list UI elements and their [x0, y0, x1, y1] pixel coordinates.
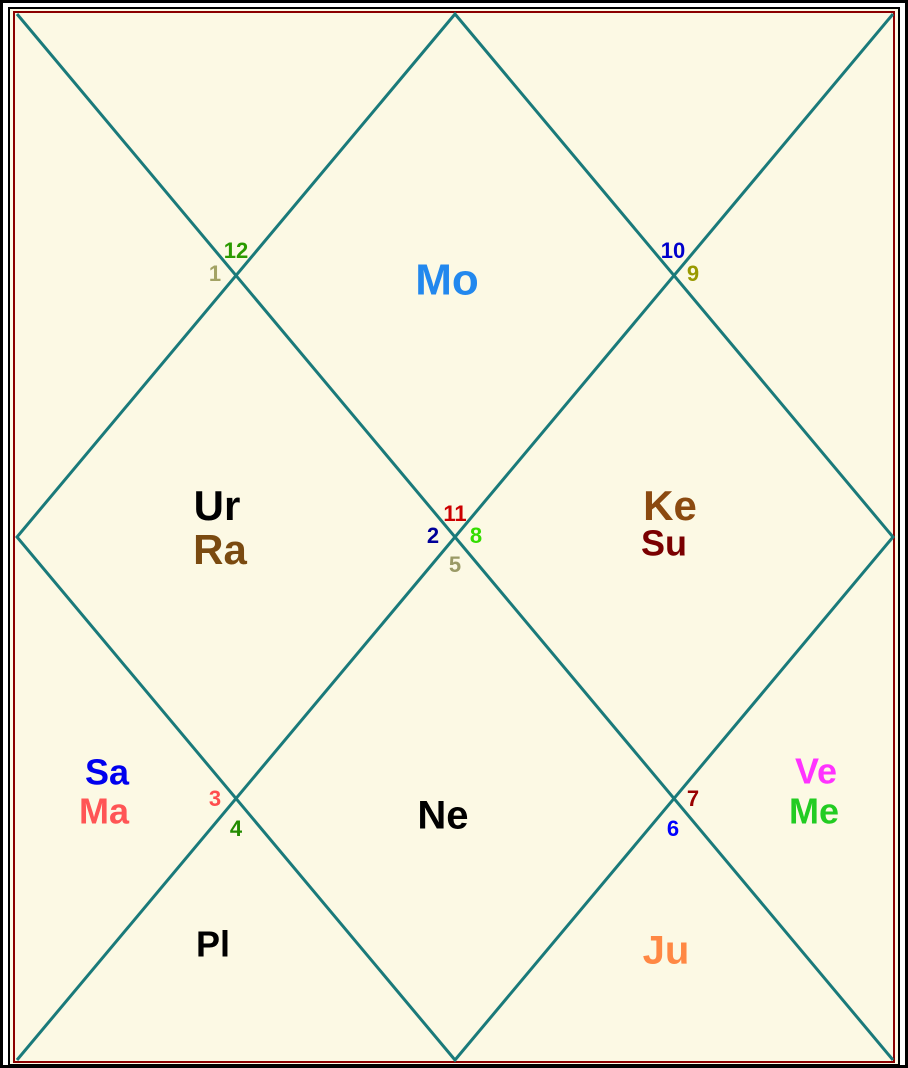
planet: Ma: [79, 791, 130, 832]
house-number: 1: [209, 261, 221, 286]
house-number: 2: [427, 523, 439, 548]
house-number: 4: [230, 816, 243, 841]
planet: Me: [789, 791, 839, 832]
planet: Ra: [193, 526, 247, 573]
planet: Ur: [194, 482, 241, 529]
diagonal: [15, 13, 895, 1061]
planet: Mo: [415, 256, 479, 305]
grid-lines: [15, 11, 895, 1063]
house-number: 11: [443, 501, 466, 526]
planet: Ju: [643, 929, 690, 973]
planet: Ne: [417, 794, 468, 838]
planet: Pl: [196, 924, 230, 965]
house-number: 9: [687, 261, 699, 286]
planet: Su: [641, 523, 687, 564]
house-number: 5: [449, 552, 461, 577]
planet: Sa: [85, 752, 130, 793]
diamond: [15, 11, 895, 1063]
house-number: 12: [224, 238, 248, 263]
planet: Ve: [795, 751, 837, 792]
house-number: 7: [687, 786, 699, 811]
house-number: 6: [667, 816, 679, 841]
planet: Ke: [643, 482, 697, 529]
house-number: 10: [661, 238, 685, 263]
house-number: 3: [209, 786, 221, 811]
house-number: 8: [470, 523, 482, 548]
